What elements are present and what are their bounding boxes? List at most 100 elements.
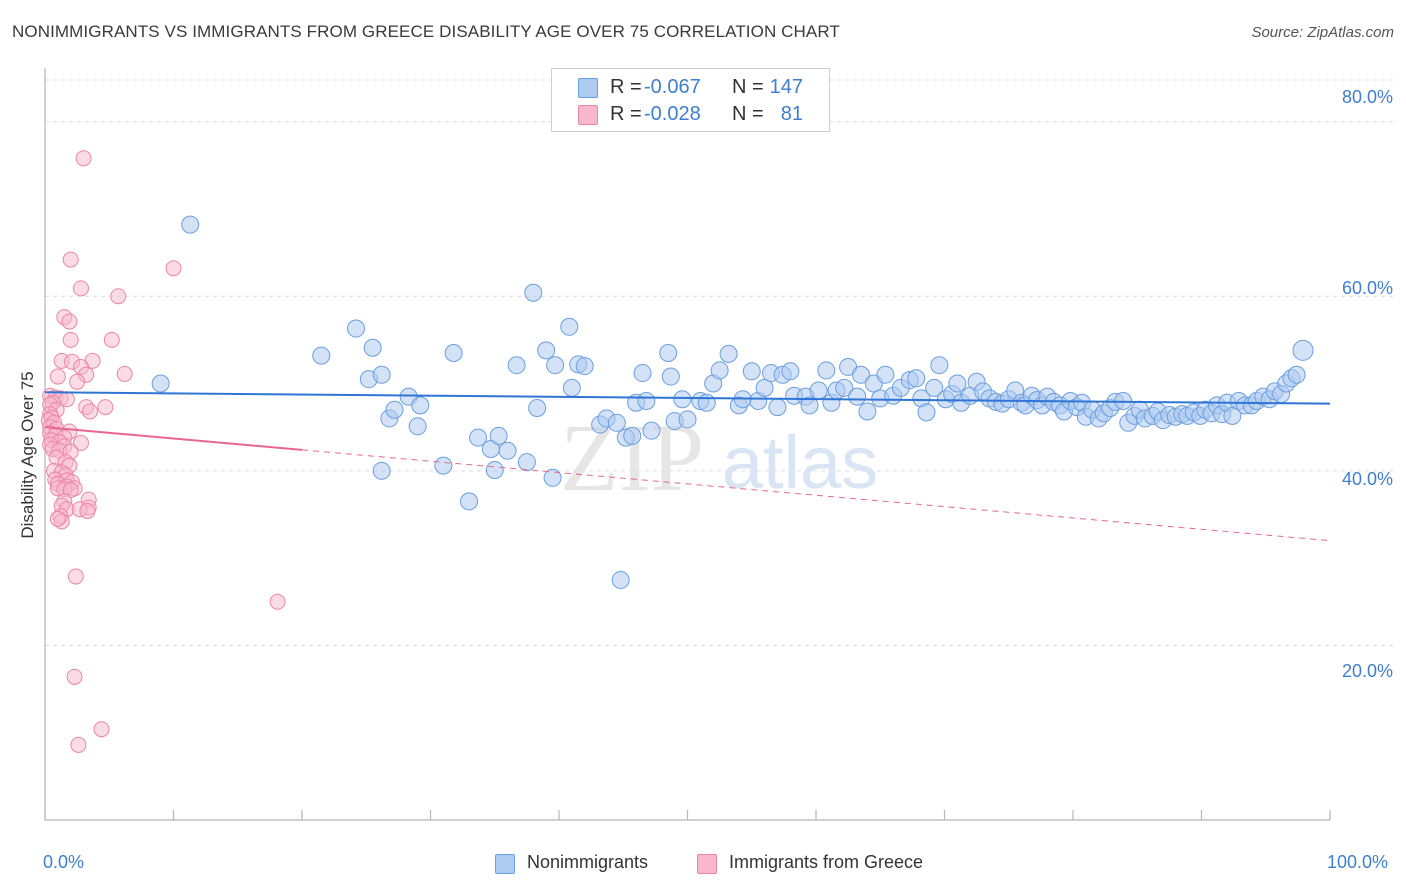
nonimmigrants-point [372,365,391,384]
nonimmigrants-point [312,346,331,365]
nonimmigrants-point [363,338,382,357]
nonimmigrants-point [710,361,729,380]
nonimmigrants-point [697,393,716,412]
immigrants-point [103,331,120,348]
nonimmigrants-point [858,402,877,421]
nonimmigrants-point [469,428,488,447]
immigrants-point [70,736,87,753]
n-value: 81 [780,103,803,125]
nonimmigrants-point [623,426,642,445]
pink-swatch-icon [697,854,717,874]
nonimmigrants-point [719,344,738,363]
nonimmigrants-point [485,460,504,479]
n-label: N = [732,103,764,125]
r-value: -0.067 [644,76,701,98]
y-tick-label: 60.0% [1341,278,1393,298]
r-value: -0.028 [644,103,701,125]
nonimmigrants-point [800,396,819,415]
y-tick-label: 40.0% [1341,469,1393,489]
immigrants-point [165,260,182,277]
blue-swatch-icon [578,78,598,98]
chart-title: NONIMMIGRANTS VS IMMIGRANTS FROM GREECE … [12,22,840,41]
nonimmigrants-point [755,378,774,397]
nonimmigrants-point [498,441,517,460]
immigrants-point [49,510,66,527]
immigrants-point [97,399,114,416]
nonimmigrants-point [848,387,867,406]
immigrants-point [69,373,86,390]
immigrants-trend-line-dashed [301,449,1331,542]
stats-row-immigrants: R = -0.028 N = 81 [552,101,829,129]
immigrants-point [62,331,79,348]
nonimmigrants-point [507,356,526,375]
y-tick-label: 20.0% [1341,661,1393,681]
nonimmigrants-point [607,413,626,432]
nonimmigrants-point [524,283,543,302]
immigrants-point [72,280,89,297]
nonimmigrants-point [851,365,870,384]
immigrants-point [62,251,79,268]
nonimmigrants-point [411,396,430,415]
immigrants-point [49,368,66,385]
nonimmigrants-point [543,468,562,487]
stats-box: R = -0.067 N = 147 R = -0.028 N = 81 [551,68,830,132]
nonimmigrants-point [907,369,926,388]
watermark-atlas: atlas [722,421,878,504]
nonimmigrants-point [809,381,828,400]
nonimmigrants-point [642,421,661,440]
immigrants-point [110,288,127,305]
legend-label: Immigrants from Greece [729,852,924,872]
nonimmigrants-point [537,341,556,360]
nonimmigrants-point [489,426,508,445]
nonimmigrants-point [575,357,594,376]
nonimmigrants-point [637,391,656,410]
r-label: R = [610,76,642,98]
nonimmigrants-point [835,378,854,397]
pink-swatch-icon [578,105,598,125]
nonimmigrants-point [434,456,453,475]
nonimmigrants-point [346,319,365,338]
nonimmigrants-point [611,570,630,589]
nonimmigrants-point [372,461,391,480]
nonimmigrants-point [659,343,678,362]
immigrants-point [81,403,98,420]
nonimmigrants-points [151,215,1314,589]
nonimmigrants-point [673,390,692,409]
nonimmigrants-point [517,453,536,472]
watermark: ZIP atlas [560,404,878,511]
nonimmigrants-point [917,403,936,422]
nonimmigrants-point [560,317,579,336]
nonimmigrants-point [408,417,427,436]
nonimmigrants-point [930,356,949,375]
nonimmigrants-point [528,398,547,417]
immigrants-point [93,721,110,738]
trend-lines [44,391,1331,542]
nonimmigrants-point [633,364,652,383]
immigrants-point [72,434,89,451]
r-label: R = [610,103,642,125]
nonimmigrants-point [876,365,895,384]
nonimmigrants-point [1292,339,1314,361]
nonimmigrants-trend-line [44,391,1331,405]
nonimmigrants-point [768,398,787,417]
immigrants-points [40,150,286,753]
immigrants-point [116,365,133,382]
nonimmigrants-point [742,362,761,381]
immigrants-point [67,568,84,585]
immigrants-trend-line [44,426,303,451]
x-tick-label-min: 0.0% [43,852,85,872]
nonimmigrants-point [1287,365,1306,384]
immigrants-point [79,502,96,519]
nonimmigrants-point [925,378,944,397]
stats-row-nonimmigrants: R = -0.067 N = 147 [552,74,829,102]
nonimmigrants-point [444,343,463,362]
nonimmigrants-point [817,361,836,380]
x-tick-label-max: 100.0% [1327,852,1389,872]
n-label: N = [732,76,764,98]
immigrants-point [61,313,78,330]
y-tick-label: 80.0% [1341,87,1393,107]
y-axis-label: Disability Age Over 75 [18,371,37,539]
nonimmigrants-point [1223,406,1242,425]
nonimmigrants-point [678,410,697,429]
